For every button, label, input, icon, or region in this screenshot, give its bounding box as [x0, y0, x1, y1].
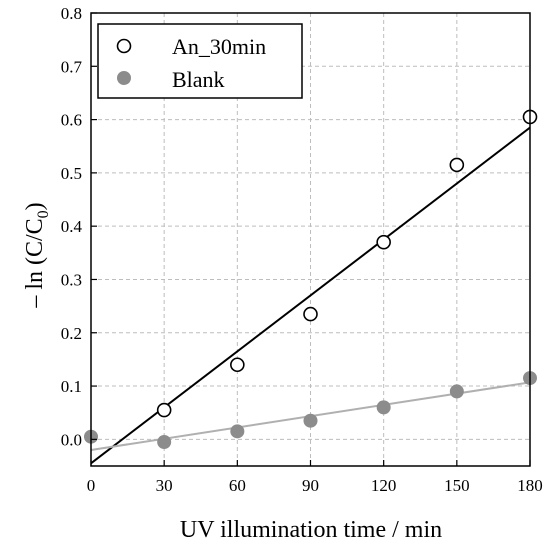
- y-tick-label: 0.8: [61, 4, 82, 23]
- point-blank: [376, 400, 391, 415]
- y-axis-label-end: ): [22, 202, 48, 210]
- legend-box: [97, 23, 303, 99]
- point-an-30min: [449, 157, 465, 173]
- legend-marker-an30min: [116, 38, 132, 54]
- y-axis-label-main: – ln (C/C: [22, 218, 48, 308]
- y-tick-label: 0.1: [61, 377, 82, 396]
- y-tick-labels: 0.0 0.1 0.2 0.3 0.4 0.5 0.6 0.7 0.8: [61, 4, 83, 449]
- point-blank: [303, 413, 318, 428]
- data-points: [84, 109, 538, 450]
- x-tick-label: 60: [229, 476, 246, 495]
- y-tick-label: 0.5: [61, 164, 82, 183]
- point-blank: [157, 435, 172, 450]
- axis-ticks: [90, 12, 531, 466]
- x-tick-label: 180: [517, 476, 543, 495]
- x-tick-label: 90: [302, 476, 319, 495]
- y-tick-label: 0.6: [61, 111, 82, 130]
- y-tick-label: 0.2: [61, 324, 82, 343]
- legend: An_30min Blank: [97, 23, 303, 99]
- y-tick-label: 0.3: [61, 270, 82, 289]
- x-tick-label: 0: [87, 476, 96, 495]
- x-tick-label: 150: [444, 476, 470, 495]
- y-axis-label: – ln (C/C0): [22, 202, 52, 308]
- y-tick-label: 0.0: [61, 430, 82, 449]
- x-axis-label: UV illumination time / min: [180, 517, 442, 543]
- legend-label-blank: Blank: [172, 67, 225, 92]
- point-an-30min: [376, 234, 391, 250]
- point-blank: [449, 384, 464, 399]
- legend-marker-blank: [117, 71, 131, 85]
- point-an-30min: [156, 402, 172, 418]
- y-tick-label: 0.7: [61, 57, 83, 76]
- point-blank: [230, 424, 245, 439]
- point-an-30min: [303, 306, 318, 322]
- y-axis-label-sub: 0: [35, 210, 52, 218]
- legend-label-an30min: An_30min: [172, 34, 266, 59]
- x-tick-label: 120: [371, 476, 397, 495]
- x-tick-label: 30: [156, 476, 173, 495]
- x-tick-labels: 0 30 60 90 120 150 180: [87, 476, 543, 495]
- point-an-30min: [230, 357, 245, 373]
- y-tick-label: 0.4: [61, 217, 83, 236]
